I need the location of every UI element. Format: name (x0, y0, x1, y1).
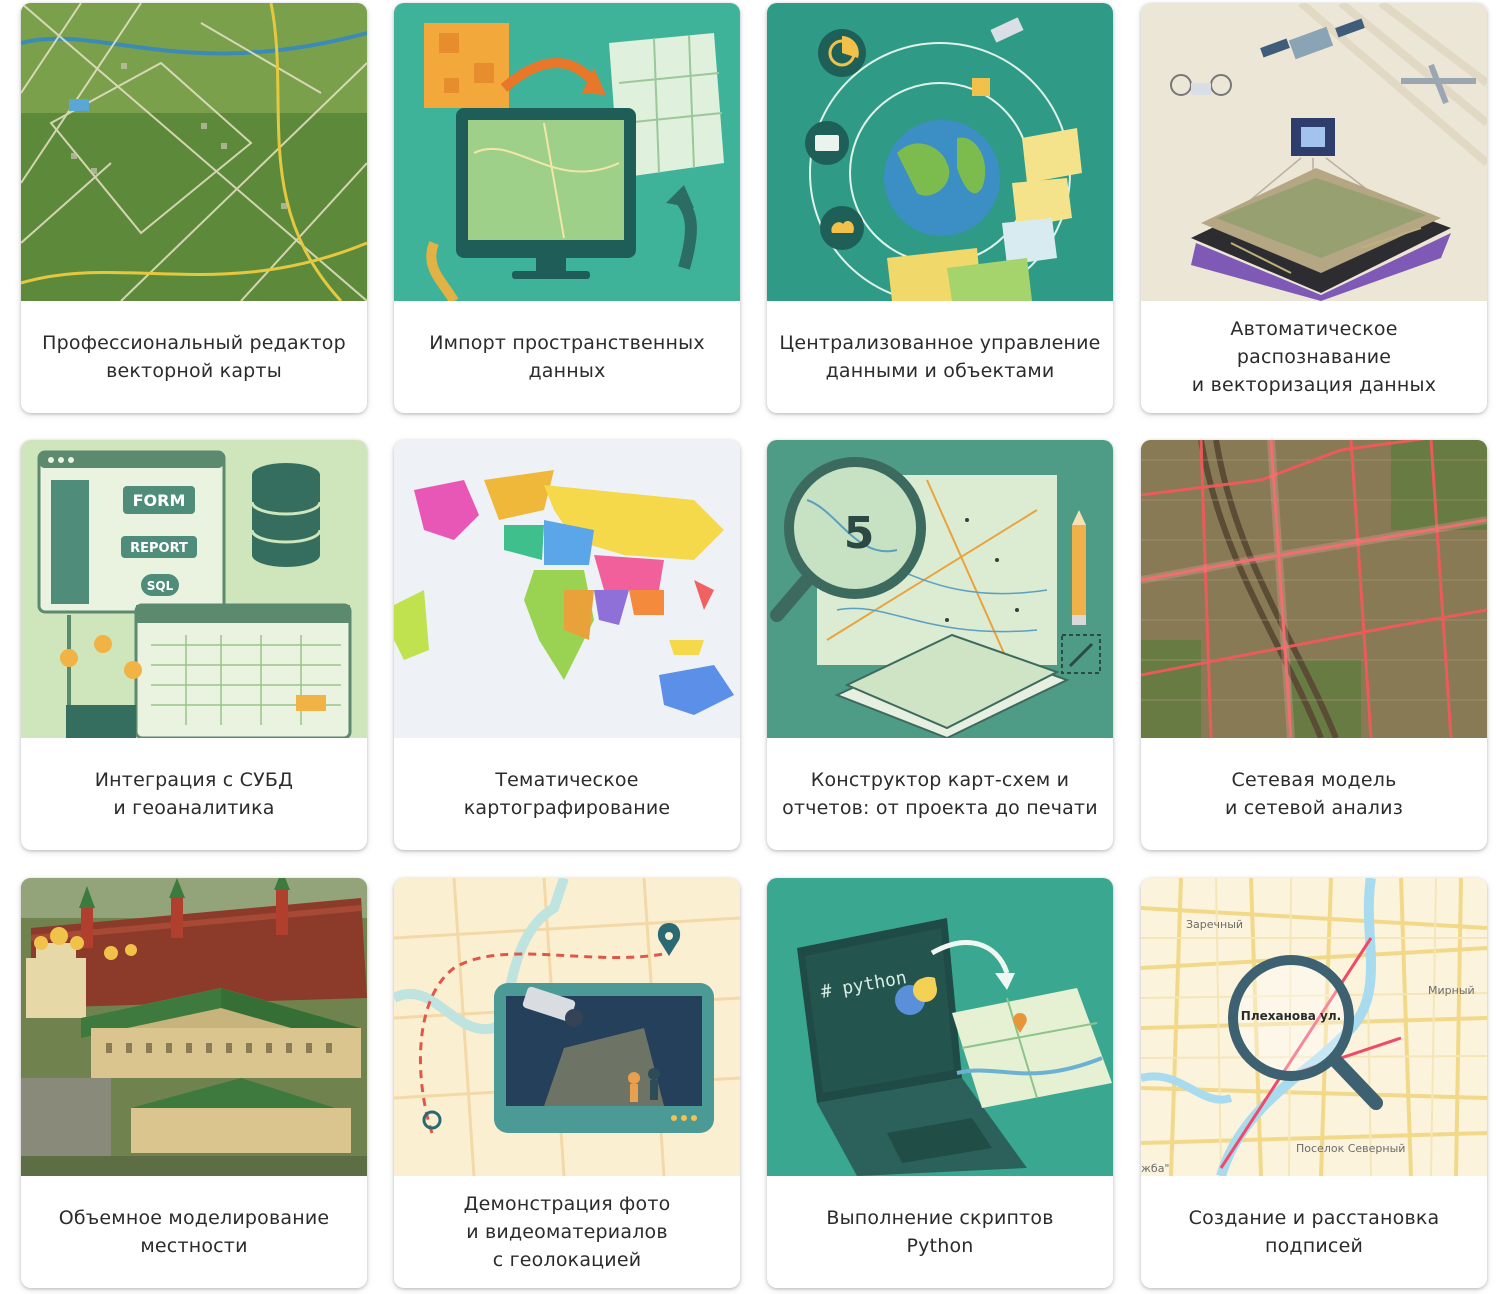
scale-number-label: 5 (844, 508, 875, 559)
feature-caption: Интеграция с СУБД и геоаналитика (21, 738, 367, 850)
world-choropleth-map-icon (394, 440, 740, 738)
feature-title: Импорт пространственных данных (429, 332, 705, 382)
feature-card-python-scripts[interactable]: # python Выполнение скриптов Python (767, 878, 1113, 1288)
feature-caption: Централизованное управление данными и об… (767, 301, 1113, 413)
feature-title: Демонстрация фото и видеоматериалов с ге… (463, 1193, 671, 1271)
feature-caption: Тематическое картографирование (394, 738, 740, 850)
monitor-import-map-icon (394, 3, 740, 301)
feature-card-network-model[interactable]: Сетевая модель и сетевой анализ (1141, 440, 1487, 850)
feature-title: Сетевая модель и сетевой анализ (1225, 769, 1403, 819)
feature-card-labels[interactable]: Заречный Мирный Плеханова ул. Поселок Се… (1141, 878, 1487, 1288)
vector-map-aerial-icon (21, 3, 367, 301)
feature-title: Автоматическое распознавание и векториза… (1191, 318, 1437, 396)
feature-title: Профессиональный редактор векторной карт… (42, 332, 346, 382)
map-label-street: Плеханова ул. (1241, 1009, 1341, 1023)
feature-title: Конструктор карт-схем и отчетов: от прое… (782, 769, 1098, 819)
feature-card-recognition[interactable]: Автоматическое распознавание и векториза… (1141, 3, 1487, 413)
feature-title: Объемное моделирование местности (58, 1207, 330, 1257)
city-network-roads-icon (1141, 440, 1487, 738)
feature-title: Централизованное управление данными и об… (779, 332, 1101, 382)
map-label-edge: жба" (1141, 1162, 1170, 1175)
map-label-zarechny: Заречный (1186, 918, 1243, 931)
feature-card-vector-editor[interactable]: Профессиональный редактор векторной карт… (21, 3, 367, 413)
feature-caption: Выполнение скриптов Python (767, 1176, 1113, 1288)
form-label: FORM (133, 491, 186, 510)
magnifier-map-pencil-icon: 5 (767, 440, 1113, 738)
feature-card-map-constructor[interactable]: 5 Конструктор карт-схем и отчетов: от пр… (767, 440, 1113, 850)
feature-title: Выполнение скриптов Python (826, 1207, 1054, 1257)
feature-caption: Профессиональный редактор векторной карт… (21, 301, 367, 413)
globe-data-orbit-icon (767, 3, 1113, 301)
feature-caption: Сетевая модель и сетевой анализ (1141, 738, 1487, 850)
feature-caption: Импорт пространственных данных (394, 301, 740, 413)
feature-title: Тематическое картографирование (463, 769, 671, 819)
map-label-mirny: Мирный (1428, 984, 1475, 997)
kremlin-3d-model-icon (21, 878, 367, 1176)
feature-caption: Конструктор карт-схем и отчетов: от прое… (767, 738, 1113, 850)
feature-card-dbms-integration[interactable]: FORM REPORT SQL Интеграция с СУБД и геоа… (21, 440, 367, 850)
database-form-report-icon: FORM REPORT SQL (21, 440, 367, 738)
report-label: REPORT (130, 541, 188, 556)
feature-title: Интеграция с СУБД и геоаналитика (94, 769, 294, 819)
feature-card-thematic-mapping[interactable]: Тематическое картографирование (394, 440, 740, 850)
satellite-drone-recognition-icon (1141, 3, 1487, 301)
feature-title: Создание и расстановка подписей (1188, 1207, 1440, 1257)
feature-card-data-import[interactable]: Импорт пространственных данных (394, 3, 740, 413)
laptop-python-map-icon: # python (767, 878, 1113, 1176)
street-labels-magnifier-icon: Заречный Мирный Плеханова ул. Поселок Се… (1141, 878, 1487, 1176)
feature-caption: Автоматическое распознавание и векториза… (1141, 301, 1487, 413)
camera-geolocation-map-icon (394, 878, 740, 1176)
feature-card-data-management[interactable]: Централизованное управление данными и об… (767, 3, 1113, 413)
feature-caption: Создание и расстановка подписей (1141, 1176, 1487, 1288)
feature-caption: Объемное моделирование местности (21, 1176, 367, 1288)
feature-card-3d-modeling[interactable]: Объемное моделирование местности (21, 878, 367, 1288)
map-label-severny: Поселок Северный (1296, 1142, 1405, 1155)
feature-card-geo-media[interactable]: Демонстрация фото и видеоматериалов с ге… (394, 878, 740, 1288)
sql-label: SQL (147, 579, 174, 593)
feature-caption: Демонстрация фото и видеоматериалов с ге… (394, 1176, 740, 1288)
